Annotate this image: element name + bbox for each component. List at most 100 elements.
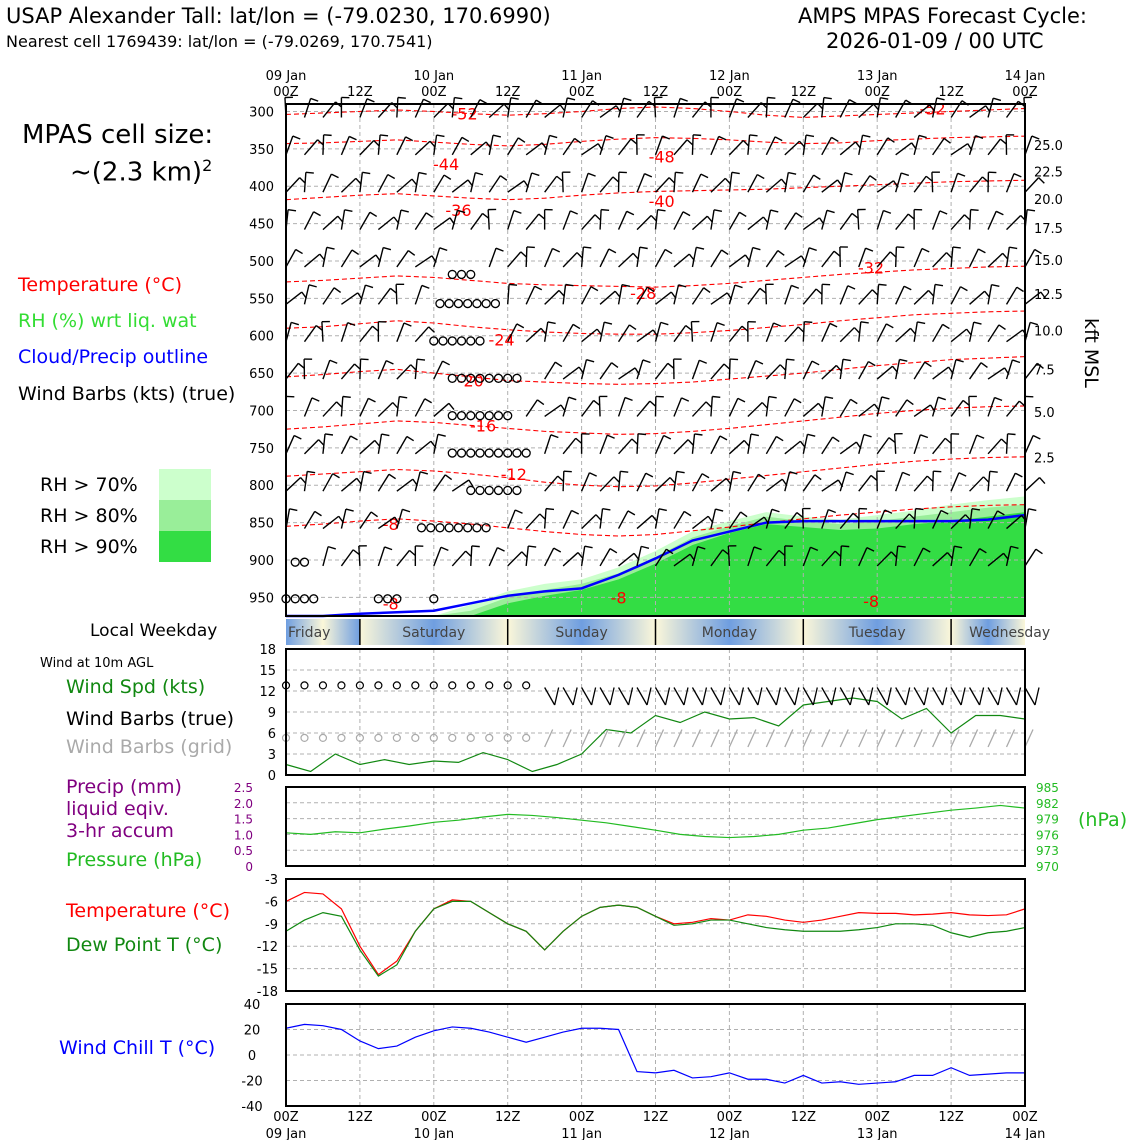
wind-barb-flag [550,434,559,439]
wind-barb [340,363,356,380]
wind-barb [285,291,303,305]
isotherm-line [285,265,1026,288]
pressure-panel-frame [285,786,1026,867]
wind-true-barb-flag [978,687,985,706]
wind-barb [544,547,555,567]
top-hour-label: 00Z [421,85,447,100]
wind-barb [932,252,948,268]
wind-barb-flag [419,471,429,475]
calm-wind-circle [484,411,494,421]
pressure-tick-label: 600 [249,330,274,345]
wind-barb [654,177,670,193]
wind-true-barb [673,687,685,706]
wind-barb [488,247,497,268]
top-hour-label: 00Z [864,85,890,100]
bottom-hour-label: 00Z [864,1110,890,1125]
wind-barb-flag [289,508,298,512]
calm-wind-circle [475,485,485,496]
wind-barb-flag [662,135,671,140]
wind-barb-flag [602,508,611,511]
wind-barb [968,135,977,156]
wind-barb-flag [570,210,578,215]
wind-barb-flag [663,434,672,440]
wind-barb-flag [528,545,537,548]
wind-grid-calm [411,733,420,743]
calm-wind-circle [512,485,522,496]
wind-barb-flag [1029,321,1039,326]
wind-barb [784,285,792,305]
calm-wind-circle [426,523,436,533]
wind-barb-flag [954,545,963,549]
wind-barb-flag [936,97,945,101]
wind-barb-flag [590,286,599,292]
wind-barb-flag [423,98,431,104]
wind-barb-flag [418,171,427,175]
wind-barb-flag [313,211,321,217]
wind-barb-flag [397,96,406,99]
wind-barb-flag [611,362,619,369]
wind-barb-flag [650,214,658,222]
wind-barb-flag [991,283,1000,287]
wind-true-barb [562,687,574,706]
wind-barb-flag [825,396,834,400]
wind-barb-flag [982,476,990,484]
isotherm-label: -44 [433,155,459,174]
cell-size-exponent: 2 [202,156,213,175]
temperature-line [285,891,1026,976]
calm-wind-circle [309,594,319,604]
wind-barb-flag [687,439,695,446]
wind-barb [414,172,420,193]
wind-barb [895,327,912,343]
wind-barb-flag [310,97,319,102]
wind-barb [377,134,381,155]
forecast-title: AMPS MPAS Forecast Cycle: [798,4,1087,28]
wind-barb [322,473,334,492]
wind-barb [543,321,549,342]
wind-barb [784,512,798,529]
wind-barb [931,172,934,193]
wind-barb [414,98,425,118]
calm-wind-circle [472,298,482,309]
wind-barb [691,247,697,268]
wind-barb-flag [755,360,764,365]
wind-barb [359,511,372,529]
wind-true-barb [913,687,925,706]
wind-barb-flag [682,211,691,217]
wind-barb-flag [604,321,613,325]
calm-wind-circle [466,485,476,496]
wind-barb-flag [444,474,453,481]
wind-barb-flag [946,252,953,259]
wind-barb [691,287,705,305]
wind-barb-flag [509,283,518,286]
isotherm-label: -16 [470,416,496,435]
wind-barb [747,216,764,231]
pressure-tick-label: 350 [249,143,274,158]
wind-grid-barb [544,729,554,748]
wind-barb [710,292,728,305]
wind-grid-calm [337,733,346,743]
wind-barb [377,102,393,118]
wind-barb [747,134,751,155]
wind-barb-flag [897,545,906,548]
wind-barb [839,99,850,118]
wind-barb [821,509,829,529]
wind-barb-flag [1009,246,1018,250]
wind-true-barb-flag [849,687,855,706]
legend-cloud: Cloud/Precip outline [18,346,209,368]
wind-barb [322,360,331,380]
wind-grid-calm [392,733,401,743]
wind-barb [580,286,592,305]
wind-true-barb-flag [905,687,911,706]
wind-barb-flag [606,434,615,439]
wind-barb-flag [700,173,709,179]
wind-barb-flag [631,438,639,445]
wind-barb-flag [492,134,501,138]
wind-barb [303,211,315,230]
wind-barb-flag [428,326,435,333]
wind-true-calm [411,681,420,690]
wind-barb [784,98,794,118]
wind-barb [1024,249,1036,268]
wind-barb-flag [736,98,745,103]
wind-barb [932,552,948,567]
wind-barb [710,549,724,567]
